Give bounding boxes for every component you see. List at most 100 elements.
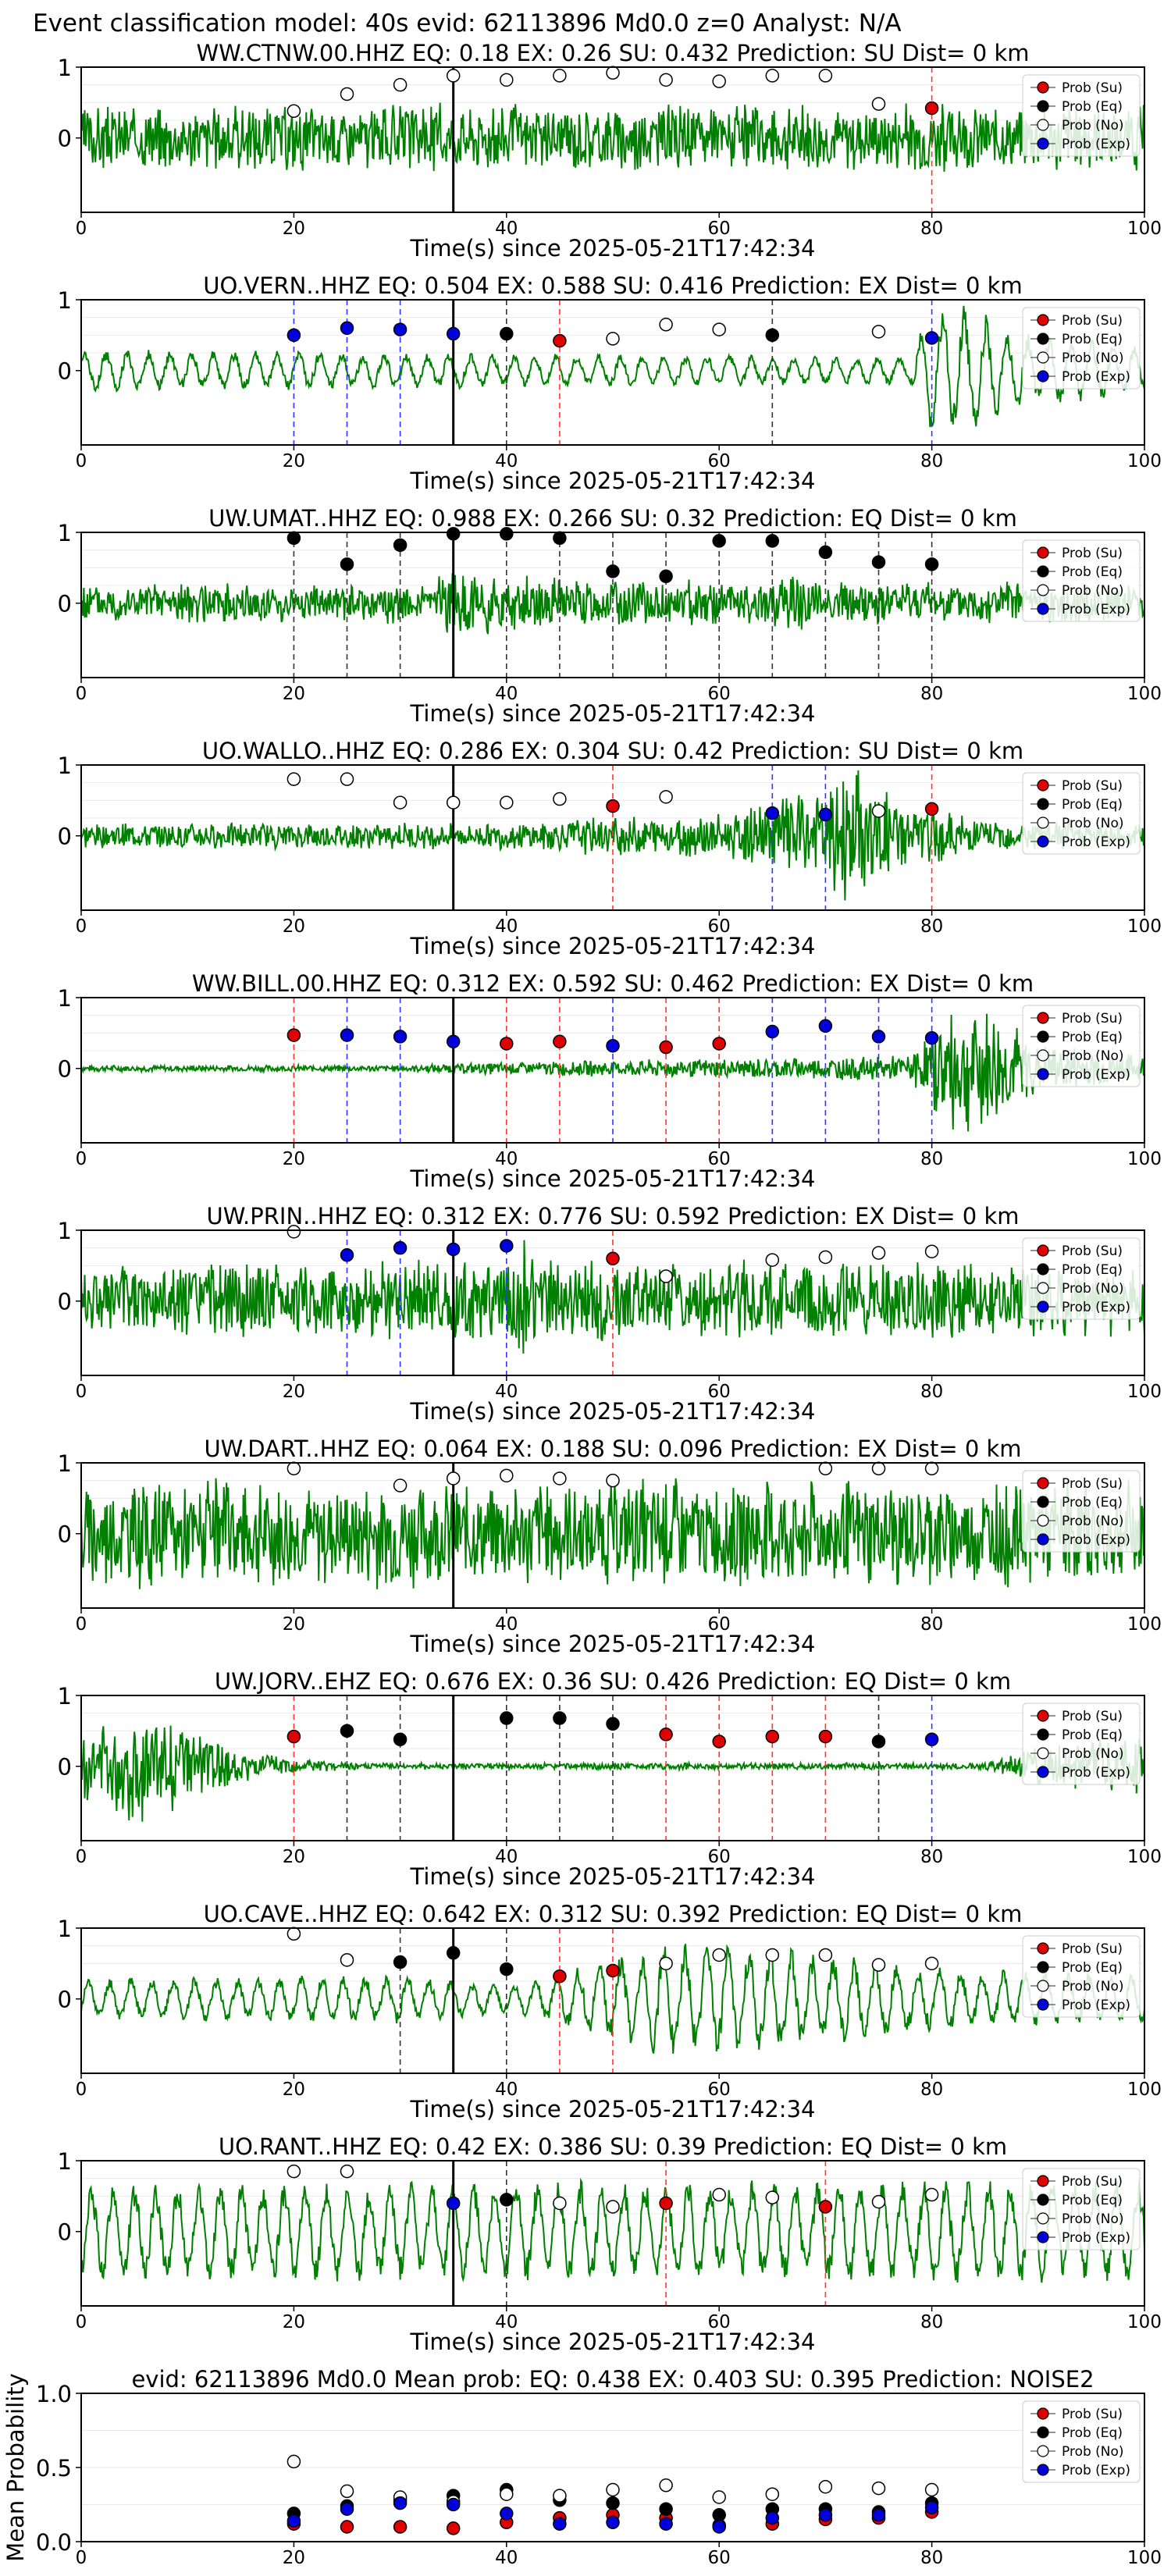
mean-prob-point-eq — [659, 2502, 673, 2516]
prob-point-no — [287, 2164, 301, 2179]
legend-marker-exp — [1037, 1068, 1049, 1080]
legend: Prob (Su) Prob (Eq) Prob (No) Prob (Exp) — [1022, 2168, 1141, 2250]
x-axis-label: Time(s) since 2025-05-21T17:42:34 — [410, 2096, 816, 2122]
y-tick-label: 1 — [58, 55, 72, 81]
y-tick-label: 0.0 — [36, 2529, 72, 2556]
legend-marker-exp — [1037, 1998, 1049, 2011]
legend-label: Prob (Su) — [1062, 778, 1123, 794]
panel-title: WW.BILL.00.HHZ EQ: 0.312 EX: 0.592 SU: 0… — [192, 970, 1034, 997]
legend-marker-su — [1037, 1244, 1049, 1257]
panel-11: evid: 62113896 Md0.0 Mean prob: EQ: 0.43… — [2, 2366, 1162, 2568]
prob-point-su — [818, 1729, 833, 1744]
x-tick-label: 20 — [283, 916, 305, 937]
panel-3: UW.UMAT..HHZ EQ: 0.988 EX: 0.266 SU: 0.3… — [58, 505, 1162, 727]
x-tick-label: 40 — [495, 2548, 518, 2568]
x-tick-label: 40 — [495, 916, 518, 937]
prob-point-no — [871, 804, 886, 818]
prob-point-eq — [287, 531, 301, 546]
y-tick-label: 0 — [58, 1521, 72, 1548]
x-tick-label: 80 — [920, 916, 943, 937]
legend-marker-exp — [1037, 2231, 1049, 2243]
x-tick-label: 80 — [920, 1614, 943, 1635]
y-tick-label: 1 — [58, 287, 72, 314]
legend-marker-exp — [1037, 2464, 1049, 2476]
legend-marker-exp — [1037, 1766, 1049, 1778]
legend-label: Prob (Eq) — [1062, 2193, 1123, 2208]
legend: Prob (Su) Prob (Eq) Prob (No) Prob (Exp) — [1022, 2400, 1141, 2483]
mean-prob-point-exp — [500, 2507, 514, 2521]
prob-point-eq — [924, 557, 939, 571]
x-tick-label: 80 — [920, 451, 943, 471]
y-tick-label: 0 — [58, 591, 72, 617]
y-tick-label: 0 — [58, 824, 72, 850]
prob-point-exp — [765, 806, 780, 820]
prob-point-eq — [340, 1724, 354, 1738]
prob-point-su — [287, 1729, 301, 1744]
legend-box — [1022, 1005, 1141, 1087]
legend-label: Prob (Exp) — [1062, 602, 1130, 617]
prob-point-eq — [500, 2193, 514, 2207]
y-tick-label: 1 — [58, 985, 72, 1012]
mean-prob-point-eq — [712, 2508, 726, 2522]
prob-point-su — [287, 1028, 301, 1042]
x-tick-label: 100 — [1127, 1382, 1162, 1402]
prob-point-eq — [446, 1946, 461, 1960]
prob-point-no — [818, 1948, 833, 1962]
legend-marker-eq — [1037, 565, 1049, 578]
mean-prob-point-exp — [606, 2515, 620, 2530]
legend-marker-eq — [1037, 1030, 1049, 1043]
legend-marker-su — [1037, 2407, 1049, 2420]
axes-frame — [80, 299, 1145, 446]
mean-prob-point-no — [871, 2481, 886, 2496]
legend-marker-eq — [1037, 1961, 1049, 1973]
plot-area — [81, 1928, 1144, 2073]
prob-point-exp — [340, 1248, 354, 1262]
legend-marker-su — [1037, 81, 1049, 94]
prob-point-no — [871, 325, 886, 339]
prob-point-no — [500, 73, 514, 87]
x-tick-label: 100 — [1127, 1614, 1162, 1635]
x-tick-label: 20 — [283, 684, 305, 704]
legend-marker-eq — [1037, 100, 1049, 112]
legend: Prob (Su) Prob (Eq) Prob (No) Prob (Exp) — [1022, 74, 1141, 157]
legend-marker-no — [1037, 584, 1049, 596]
legend-marker-su — [1037, 314, 1049, 326]
axes-frame — [80, 66, 1145, 213]
legend-label: Prob (Su) — [1062, 1244, 1123, 1259]
legend-box — [1022, 772, 1141, 855]
legend-label: Prob (Su) — [1062, 1709, 1123, 1724]
panel-title: UO.WALLO..HHZ EQ: 0.286 EX: 0.304 SU: 0.… — [202, 738, 1023, 764]
prob-point-no — [659, 790, 673, 804]
mean-prob-point-no — [924, 2482, 939, 2497]
prob-point-no — [287, 1461, 301, 1476]
prob-point-no — [340, 87, 354, 101]
prob-point-eq — [871, 1735, 886, 1749]
prob-point-no — [500, 1468, 514, 1483]
axes-frame — [80, 1229, 1145, 1376]
mean-prob-point-no — [659, 2478, 673, 2492]
y-tick-label: 1 — [58, 1450, 72, 1477]
y-tick-label: 0 — [58, 1056, 72, 1083]
x-tick-label: 100 — [1127, 684, 1162, 704]
x-tick-label: 0 — [76, 2080, 87, 2100]
prob-point-no — [446, 69, 461, 83]
x-axis-label: Time(s) since 2025-05-21T17:42:34 — [410, 1165, 816, 1192]
legend-marker-no — [1037, 817, 1049, 829]
legend-label: Prob (No) — [1062, 1514, 1124, 1529]
x-tick-label: 20 — [283, 1847, 305, 1867]
x-tick-label: 20 — [283, 451, 305, 471]
mean-prob-point-no — [712, 2490, 726, 2504]
legend-marker-su — [1037, 1012, 1049, 1024]
axes-frame — [80, 532, 1145, 678]
prob-point-no — [924, 2187, 939, 2202]
x-tick-label: 20 — [283, 1614, 305, 1635]
legend-label: Prob (No) — [1062, 1979, 1124, 1994]
x-tick-label: 60 — [708, 1614, 731, 1635]
legend-marker-exp — [1037, 137, 1049, 150]
y-tick-label: 0 — [58, 2219, 72, 2246]
x-tick-label: 60 — [708, 1149, 731, 1169]
panel-1: WW.CTNW.00.HHZ EQ: 0.18 EX: 0.26 SU: 0.4… — [58, 40, 1162, 262]
prob-point-su — [712, 1735, 726, 1749]
prob-point-no — [393, 1478, 408, 1493]
legend-label: Prob (Exp) — [1062, 369, 1130, 385]
